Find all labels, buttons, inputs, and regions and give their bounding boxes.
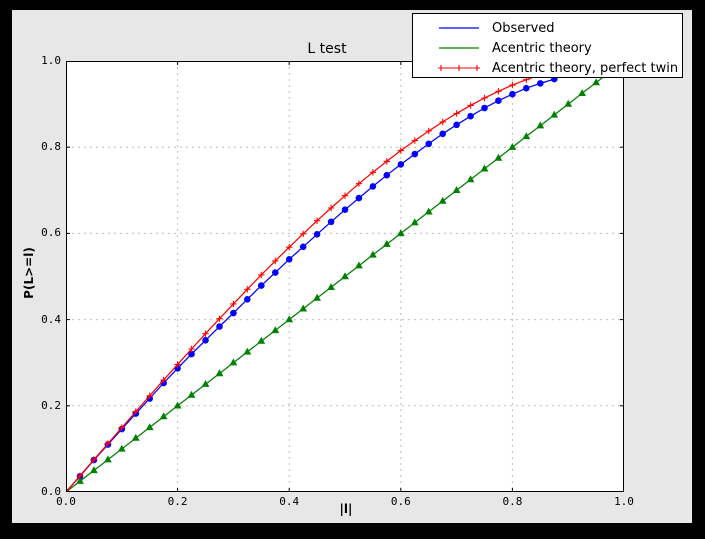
legend-box: Observed Acentric theory Acentric theory…	[412, 13, 683, 78]
legend-entry-perfect-twin: Acentric theory, perfect twin	[413, 58, 682, 78]
x-tick-label: 0.6	[390, 495, 411, 508]
x-tick-label: 0.8	[502, 495, 523, 508]
legend-entry-observed: Observed	[413, 18, 682, 38]
x-tick-label: 0.2	[167, 495, 188, 508]
y-tick-label: 0.2	[41, 398, 61, 412]
observed-line-sample-icon	[439, 27, 479, 29]
y-tick-label: 1.0	[41, 54, 61, 67]
y-tick-label: 0.8	[41, 140, 61, 154]
legend-label-acentric-theory: Acentric theory	[492, 40, 592, 56]
x-tick-label: 0.4	[279, 495, 300, 508]
y-tick-label: 0.6	[41, 226, 61, 240]
x-axis-label: |l|	[339, 502, 353, 516]
legend-label-perfect-twin: Acentric theory, perfect twin	[492, 60, 679, 76]
x-tick-label: 1.0	[614, 495, 634, 508]
acentric-theory-line-sample-icon	[439, 47, 479, 49]
perfect-twin-line-sample-icon	[438, 65, 480, 71]
plot-area	[66, 61, 624, 492]
chart-title: L test	[307, 41, 347, 57]
legend-entry-acentric-theory: Acentric theory	[413, 38, 682, 58]
y-tick-label: 0.4	[41, 312, 61, 326]
y-tick-label: 0.0	[41, 485, 61, 498]
legend-label-observed: Observed	[492, 20, 555, 36]
x-tick-label: 0.0	[56, 495, 76, 508]
